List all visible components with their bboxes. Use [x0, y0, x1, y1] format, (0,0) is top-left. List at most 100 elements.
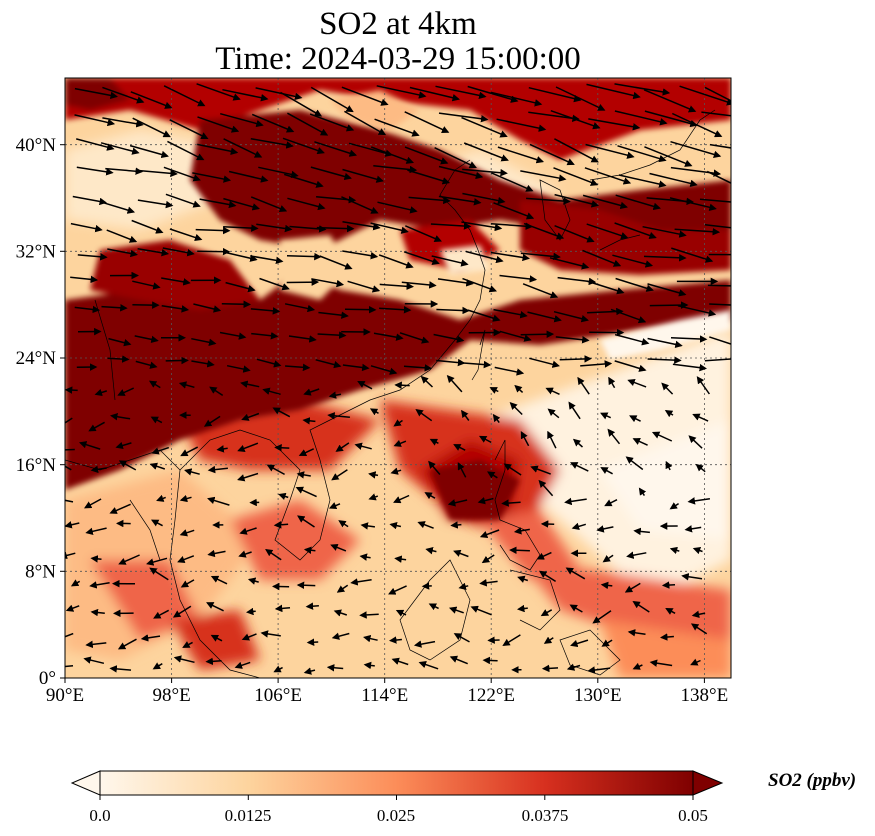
wind-arrow: [647, 283, 687, 297]
wind-vectors: [65, 83, 731, 675]
wind-arrow: [600, 412, 612, 420]
wind-arrow: [165, 193, 201, 208]
wind-arrow: [651, 431, 673, 442]
wind-arrow: [130, 91, 173, 109]
map-frame: [64, 77, 732, 679]
wind-arrow: [566, 663, 581, 671]
wind-arrow: [295, 486, 317, 498]
wind-arrow: [499, 274, 538, 283]
wind-arrow: [670, 335, 708, 343]
wind-arrow: [649, 172, 698, 188]
wind-arrow: [493, 308, 528, 319]
wind-arrow: [420, 375, 434, 388]
wind-arrow: [205, 657, 222, 666]
wind-arrow: [509, 546, 530, 554]
wind-arrow: [704, 223, 731, 229]
wind-arrow: [65, 386, 78, 394]
wind-arrow: [137, 199, 174, 209]
wind-arrow: [131, 219, 164, 234]
wind-arrow: [545, 387, 560, 395]
wind-arrow: [101, 303, 128, 312]
wind-arrow: [709, 303, 731, 306]
wind-arrow: [266, 464, 285, 476]
wind-arrow: [342, 363, 370, 372]
wind-arrow: [417, 521, 434, 529]
wind-arrow: [602, 554, 614, 563]
wind-arrow: [310, 86, 354, 113]
lat-tick-label: 40°N: [16, 135, 57, 156]
wind-arrow: [436, 358, 466, 367]
wind-arrow: [632, 662, 643, 670]
wind-arrow: [395, 609, 407, 617]
wind-arrow: [438, 195, 482, 206]
wind-arrow: [437, 278, 474, 287]
wind-arrow: [435, 85, 487, 100]
wind-arrow: [132, 280, 161, 290]
wind-arrow: [94, 388, 108, 397]
wind-arrow: [70, 222, 103, 233]
colorbar-tick-label: 0.0: [89, 806, 111, 825]
wind-arrow: [219, 331, 247, 340]
wind-arrow: [180, 446, 199, 457]
wind-arrow: [162, 247, 195, 257]
wind-arrow: [433, 333, 465, 343]
wind-arrow: [644, 146, 693, 167]
wind-arrow: [448, 606, 464, 614]
wind-arrow: [109, 503, 131, 514]
wind-arrow: [373, 332, 404, 341]
wind-arrow: [101, 201, 136, 214]
wind-arrow: [415, 409, 433, 422]
chart-subtitle: Time: 2024-03-29 15:00:00: [215, 41, 581, 77]
wind-arrow: [404, 111, 450, 133]
wind-arrow: [665, 607, 676, 615]
wind-arrow: [582, 249, 622, 267]
wind-arrow: [179, 529, 195, 537]
wind-arrow: [265, 548, 282, 561]
wind-arrow: [592, 610, 612, 624]
wind-arrow: [530, 465, 551, 475]
wind-arrow: [278, 492, 289, 501]
wind-arrow: [614, 222, 657, 240]
wind-arrow: [587, 666, 611, 674]
wind-arrow: [585, 143, 635, 159]
wind-arrow: [649, 301, 689, 309]
wind-arrow: [704, 358, 731, 362]
wind-arrow: [182, 641, 193, 648]
wind-arrow: [255, 87, 303, 101]
wind-arrow: [701, 111, 731, 117]
wind-arrow: [428, 460, 441, 475]
wind-arrow: [327, 412, 350, 420]
wind-arrow: [197, 247, 231, 256]
wind-arrow: [614, 360, 647, 372]
wind-arrow: [401, 281, 437, 289]
wind-arrow: [681, 573, 703, 581]
wind-arrow: [453, 633, 470, 643]
wind-arrow: [137, 247, 170, 257]
wind-arrow: [315, 359, 342, 369]
wind-arrow: [669, 546, 680, 555]
wind-arrow: [250, 307, 281, 315]
wind-arrow: [580, 360, 613, 368]
wind-arrow: [644, 110, 698, 128]
wind-arrow: [165, 356, 189, 365]
wind-arrow: [85, 640, 107, 649]
wind-arrow: [196, 83, 241, 101]
wind-arrow: [288, 335, 317, 343]
wind-arrow: [224, 251, 258, 262]
wind-arrow: [338, 520, 349, 528]
wind-arrow: [461, 409, 470, 421]
wind-arrow: [207, 549, 226, 558]
wind-arrow: [665, 460, 673, 471]
wind-arrow: [221, 300, 251, 308]
wind-arrow: [661, 382, 674, 395]
wind-arrow: [450, 521, 462, 529]
wind-arrow: [479, 579, 498, 587]
wind-arrow: [523, 222, 565, 240]
wind-arrow: [604, 499, 618, 507]
wind-arrow: [627, 378, 647, 388]
wind-arrow: [489, 387, 499, 394]
wind-arrow: [65, 604, 80, 612]
wind-arrow: [378, 254, 414, 269]
wind-arrow: [65, 551, 76, 560]
wind-arrow: [107, 248, 138, 258]
